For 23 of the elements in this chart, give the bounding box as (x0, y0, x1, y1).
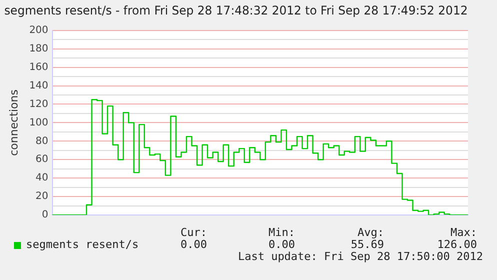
y-tick-label: 40 (36, 172, 48, 184)
text: 126.00 (437, 238, 477, 251)
text: 0.00 (180, 238, 207, 251)
y-tick-label: 20 (36, 191, 48, 202)
y-axis-title: connections (7, 89, 20, 156)
y-tick-label: 60 (36, 154, 48, 166)
y-tick-label: 100 (29, 117, 48, 128)
text: 55.69 (350, 238, 384, 251)
y-tick-label: 140 (29, 80, 48, 92)
text: Avg: (358, 226, 384, 239)
y-tick-label: 80 (36, 136, 48, 147)
text: Last update: Fri Sep 28 17:50:00 2012 (238, 250, 483, 263)
y-tick-label: 180 (29, 43, 48, 54)
y-tick-label: 120 (29, 98, 48, 110)
text: 0.00 (268, 238, 295, 251)
y-tick-label: 0 (42, 210, 48, 221)
chart-title: segments resent/s - from Fri Sep 28 17:48:32 2012 to Fri Sep 28 17:49:52 2012 (4, 3, 468, 18)
text: Max: (450, 226, 477, 239)
text: Min: (268, 226, 295, 239)
y-tick-label: 160 (29, 62, 48, 73)
legend-label: segments resent/s (26, 238, 139, 251)
text: Cur: (180, 226, 207, 239)
y-tick-label: 200 (29, 24, 48, 36)
